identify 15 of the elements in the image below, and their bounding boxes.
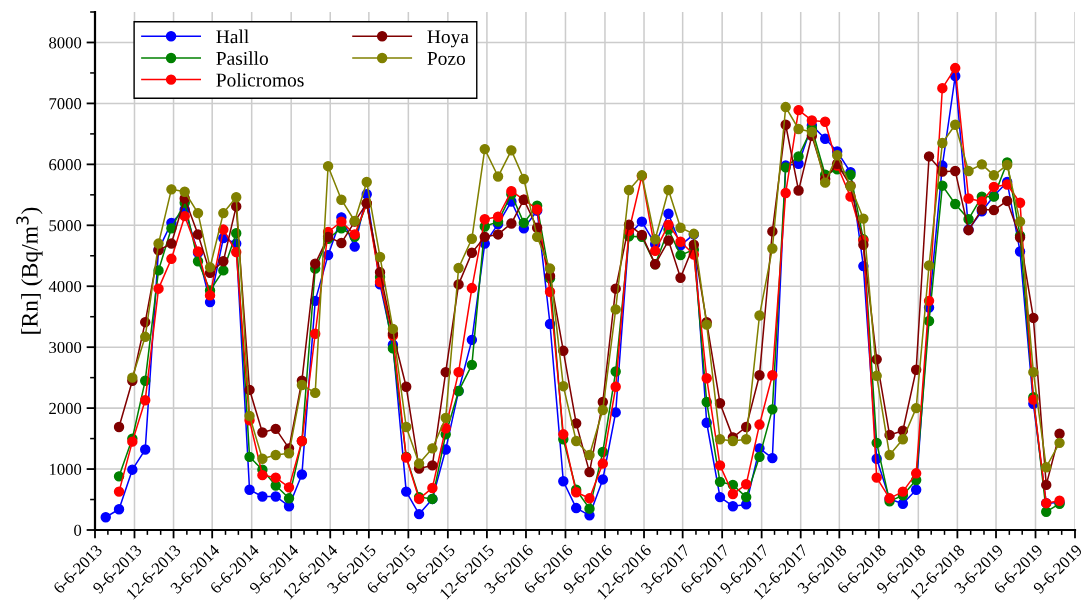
y-tick-label: 8000 xyxy=(49,37,82,49)
y-tick-label: 4000 xyxy=(48,280,82,293)
y-axis-title: [Rn] (Bq/m$^{3}$) xyxy=(16,207,43,334)
y-tick-label: 6000 xyxy=(49,159,82,171)
y-tick-label: 1000 xyxy=(49,463,82,476)
legend-label: Pozo xyxy=(427,52,466,65)
legend-label: Hoya xyxy=(427,30,469,48)
y-tick-label: 2000 xyxy=(49,402,82,415)
legend-label: Pasillo xyxy=(216,51,268,65)
legend-label: Policromos xyxy=(216,72,304,87)
legend-label: Hall xyxy=(216,29,249,44)
y-tick-label: 0 xyxy=(74,524,82,536)
y-tick-label: 5000 xyxy=(49,219,82,232)
y-tick-label: 3000 xyxy=(49,341,82,354)
y-tick-label: 7000 xyxy=(49,98,82,110)
